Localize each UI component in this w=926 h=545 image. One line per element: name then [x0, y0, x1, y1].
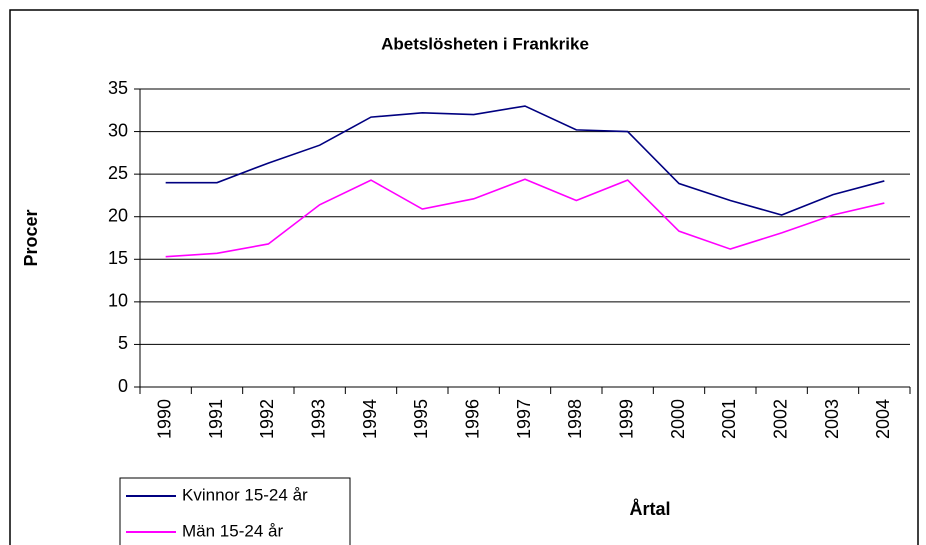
x-tick-label: 2004 [873, 399, 893, 439]
x-tick-label: 1990 [154, 399, 174, 439]
chart-title: Abetslösheten i Frankrike [381, 34, 589, 53]
y-tick-label: 10 [108, 291, 128, 311]
x-tick-label: 1991 [206, 399, 226, 439]
y-tick-label: 15 [108, 248, 128, 268]
line-series [165, 178, 885, 258]
x-tick-label: 1992 [257, 399, 277, 439]
x-tick-label: 2000 [668, 399, 688, 439]
y-axis-label: Procer [21, 209, 41, 266]
x-tick-label: 2001 [719, 399, 739, 439]
x-tick-label: 1996 [462, 399, 482, 439]
y-tick-label: 0 [118, 376, 128, 396]
legend-label: Män 15-24 år [182, 521, 283, 540]
y-tick-label: 35 [108, 78, 128, 98]
chart-frame [9, 9, 919, 545]
legend-label: Kvinnor 15-24 år [182, 485, 308, 504]
y-tick-label: 20 [108, 205, 128, 225]
y-tick-label: 25 [108, 163, 128, 183]
x-tick-label: 1994 [360, 399, 380, 439]
x-tick-label: 1993 [308, 399, 328, 439]
x-tick-label: 1995 [411, 399, 431, 439]
y-tick-label: 5 [118, 333, 128, 353]
line-series [165, 105, 885, 216]
x-tick-label: 1999 [616, 399, 636, 439]
y-tick-label: 30 [108, 120, 128, 140]
x-tick-label: 2002 [770, 399, 790, 439]
x-tick-label: 1997 [514, 399, 534, 439]
x-axis-label: Årtal [629, 499, 670, 519]
x-tick-label: 1998 [565, 399, 585, 439]
x-tick-label: 2003 [822, 399, 842, 439]
legend [119, 477, 351, 545]
